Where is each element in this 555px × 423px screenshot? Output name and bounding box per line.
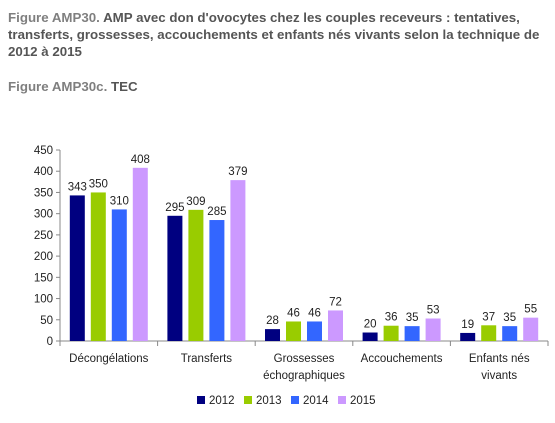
legend-swatch <box>244 396 252 404</box>
bar <box>404 326 420 341</box>
subfigure-title-text: TEC <box>110 79 138 94</box>
data-label: 36 <box>385 312 398 324</box>
y-tick-label: 200 <box>34 251 53 263</box>
category-label-line: échographiques <box>263 370 345 382</box>
bar <box>188 209 204 341</box>
category-label-line: Décongélations <box>69 353 149 365</box>
data-label: 37 <box>482 311 495 323</box>
bar <box>265 329 280 341</box>
data-label: 310 <box>110 195 129 207</box>
bar <box>460 332 476 341</box>
figure-title: Figure AMP30. AMP avec don d'ovocytes ch… <box>8 9 553 60</box>
data-label: 309 <box>186 196 205 208</box>
legend-label: 2015 <box>350 395 376 407</box>
bar <box>328 310 343 341</box>
bar <box>69 195 85 341</box>
data-label: 19 <box>461 319 474 331</box>
data-label: 295 <box>165 202 184 214</box>
category-label-line: vivants <box>481 370 517 382</box>
bar <box>167 215 183 341</box>
bar <box>209 220 225 341</box>
data-label: 55 <box>524 304 537 316</box>
legend-swatch <box>291 396 299 404</box>
data-label: 35 <box>503 312 516 324</box>
category-label-line: Accouchements <box>361 353 443 365</box>
y-tick-label: 50 <box>40 315 53 327</box>
category-label-line: Transferts <box>181 353 233 365</box>
bar <box>362 332 378 341</box>
figure-number: Figure AMP30. <box>8 10 100 25</box>
data-label: 35 <box>406 312 419 324</box>
bar <box>230 180 246 341</box>
bar <box>111 209 127 341</box>
data-label: 28 <box>266 315 279 327</box>
y-tick-label: 150 <box>34 272 53 284</box>
bar <box>307 321 322 341</box>
figure-subtitle: Figure AMP30c. TEC <box>8 79 138 94</box>
legend-swatch <box>197 396 205 404</box>
category-label-line: Grossesses <box>274 353 335 365</box>
y-tick-label: 100 <box>34 294 53 306</box>
bar <box>481 325 497 341</box>
legend-label: 2013 <box>256 395 282 407</box>
category-label: Transferts <box>181 353 233 365</box>
y-tick-label: 250 <box>34 230 53 242</box>
bar <box>286 321 301 341</box>
figure-title-text: AMP avec don d'ovocytes chez les couples… <box>8 10 540 59</box>
data-label: 53 <box>427 305 440 317</box>
y-tick-label: 450 <box>34 145 53 157</box>
bar <box>523 317 539 341</box>
category-label-line: Enfants nés <box>469 353 530 365</box>
data-label: 72 <box>329 296 342 308</box>
y-tick-label: 0 <box>47 336 53 348</box>
category-label: Décongélations <box>69 353 149 365</box>
y-tick-label: 350 <box>34 187 53 199</box>
data-label: 46 <box>287 307 300 319</box>
data-label: 379 <box>228 166 247 178</box>
y-tick-label: 400 <box>34 166 53 178</box>
category-label: Enfants nés vivants <box>469 353 530 382</box>
y-tick-label: 300 <box>34 209 53 221</box>
bar <box>90 192 106 341</box>
bar <box>425 318 441 341</box>
bar <box>132 167 148 341</box>
bar <box>383 325 399 341</box>
data-label: 408 <box>131 154 150 166</box>
data-label: 350 <box>89 178 108 190</box>
legend-label: 2014 <box>303 395 329 407</box>
data-label: 20 <box>364 319 377 331</box>
data-label: 46 <box>308 307 321 319</box>
legend-swatch <box>338 396 346 404</box>
category-label: Accouchements <box>361 353 443 365</box>
data-label: 343 <box>68 181 87 193</box>
category-label: Grossesses échographiques <box>263 353 345 382</box>
data-label: 285 <box>207 206 226 218</box>
legend-label: 2012 <box>209 395 235 407</box>
bar <box>502 326 518 341</box>
subfigure-number: Figure AMP30c. <box>8 79 108 94</box>
